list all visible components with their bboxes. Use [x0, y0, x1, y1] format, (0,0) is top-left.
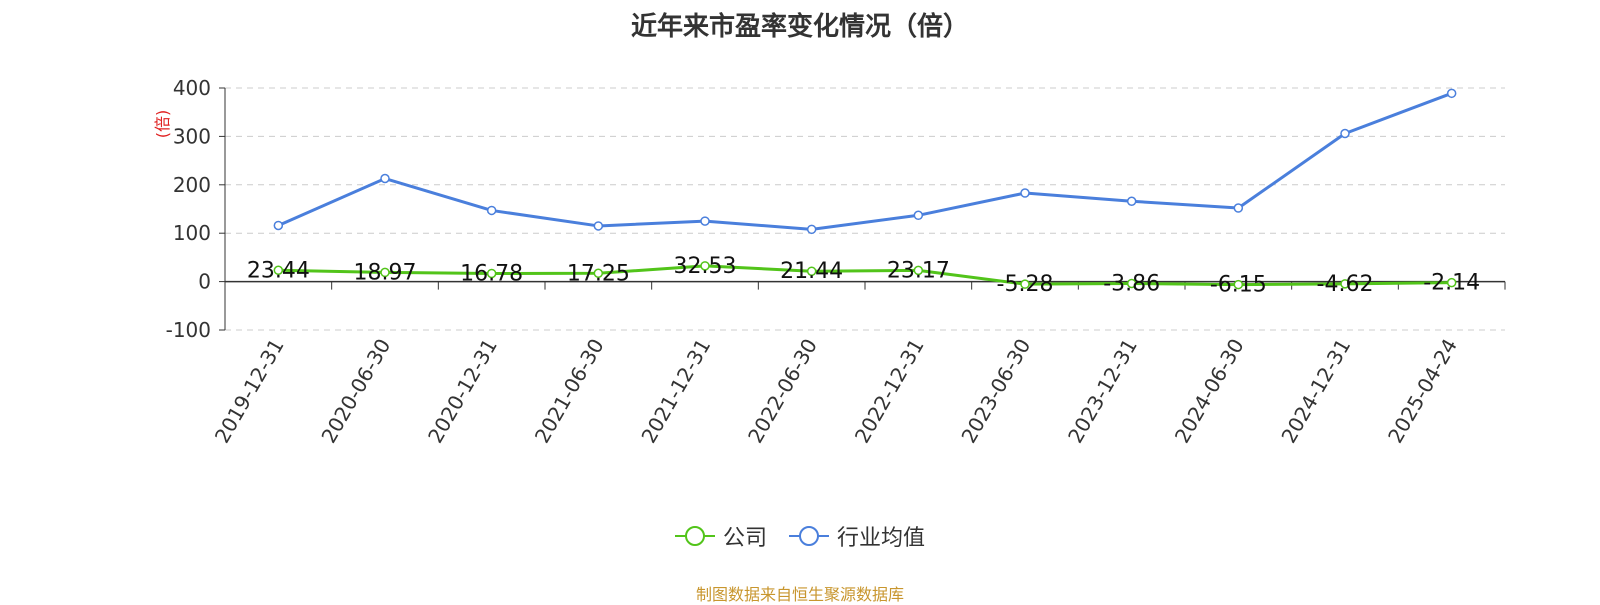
- data-point-industry: [806, 224, 817, 235]
- series-lines: [273, 88, 1457, 290]
- x-tick-label: 2020-06-30: [316, 335, 395, 448]
- y-tick-label: 300: [173, 124, 211, 148]
- data-label-company: -5.28: [997, 272, 1054, 297]
- data-point-company: [700, 261, 710, 271]
- data-point-company: [486, 268, 497, 279]
- data-label-company: 21.44: [780, 259, 843, 284]
- data-point-company: [593, 268, 604, 279]
- x-tick-label: 2024-12-31: [1276, 335, 1355, 448]
- data-point-industry: [700, 216, 710, 226]
- y-tick-label: 100: [173, 221, 211, 245]
- source-note: 制图数据来自恒生聚源数据库: [695, 585, 904, 604]
- legend-company-label: 公司: [722, 526, 767, 551]
- series-line-company: [278, 264, 1452, 287]
- x-tick-label: 2021-06-30: [530, 335, 609, 448]
- data-point-company: [806, 266, 817, 276]
- legend-industry-label: 行业均值: [837, 526, 926, 551]
- data-point-industry: [1126, 196, 1137, 207]
- data-point-industry: [913, 210, 924, 221]
- y-tick-label: 0: [198, 270, 211, 294]
- y-tick-label: 200: [173, 173, 211, 197]
- x-tick-label: 2023-06-30: [956, 335, 1035, 448]
- data-label-company: 23.17: [887, 258, 950, 283]
- x-tick-label: 2019-12-31: [210, 335, 289, 448]
- data-label-company: 17.25: [567, 261, 630, 286]
- x-tick-label: 2021-12-31: [636, 335, 715, 448]
- data-point-industry: [1340, 128, 1350, 139]
- data-point-industry: [1020, 188, 1030, 198]
- x-tick-label: 2025-04-24: [1383, 335, 1462, 448]
- data-point-industry: [273, 220, 284, 231]
- data-point-company: [1340, 279, 1350, 289]
- data-point-industry: [1233, 203, 1244, 213]
- data-point-company: [1446, 277, 1457, 288]
- x-tick-label: 2024-06-30: [1170, 335, 1249, 448]
- data-point-company: [1126, 278, 1137, 289]
- chart-title: 近年来市盈率变化情况（倍）: [630, 12, 969, 42]
- y-tick-label: 400: [173, 76, 211, 100]
- data-point-industry: [486, 205, 497, 216]
- y-tick-label: -100: [166, 318, 211, 342]
- data-point-company: [273, 265, 284, 276]
- x-tick-label: 2022-12-31: [850, 335, 929, 448]
- data-label-company: 18.97: [354, 260, 417, 285]
- series-line-industry: [277, 91, 1453, 231]
- legend: 公司 行业均值: [0, 520, 1600, 552]
- data-point-industry: [380, 173, 390, 184]
- legend-industry-line-icon: [789, 526, 829, 546]
- legend-company-line-icon: [674, 526, 715, 546]
- data-labels: 23.44 18.97 16.78 17.25 32.53 21.44 23.17 -5.28…: [247, 254, 1480, 298]
- data-label-company: 16.78: [460, 261, 523, 286]
- x-tick-label: 2020-12-31: [423, 335, 502, 448]
- data-label-company: -3.86: [1103, 271, 1160, 296]
- x-tick-label: 2023-12-31: [1063, 335, 1142, 448]
- data-point-industry: [593, 221, 604, 231]
- data-point-company: [913, 265, 924, 276]
- data-point-company: [1233, 279, 1244, 290]
- legend-item-company[interactable]: 公司: [674, 520, 767, 552]
- data-point-company: [380, 267, 390, 278]
- x-tick-label: 2022-06-30: [743, 335, 822, 448]
- data-label-company: 23.44: [247, 258, 310, 283]
- data-label-company: -6.15: [1210, 273, 1267, 298]
- grid-lines: [225, 87, 1505, 331]
- data-label-company: -2.14: [1423, 271, 1480, 296]
- data-label-company: 32.53: [674, 254, 737, 279]
- legend-item-industry[interactable]: 行业均值: [789, 520, 925, 552]
- data-point-company: [1020, 279, 1030, 289]
- data-point-industry: [1446, 88, 1457, 99]
- data-label-company: -4.62: [1317, 272, 1374, 297]
- y-axis-unit-label: (倍): [153, 110, 172, 139]
